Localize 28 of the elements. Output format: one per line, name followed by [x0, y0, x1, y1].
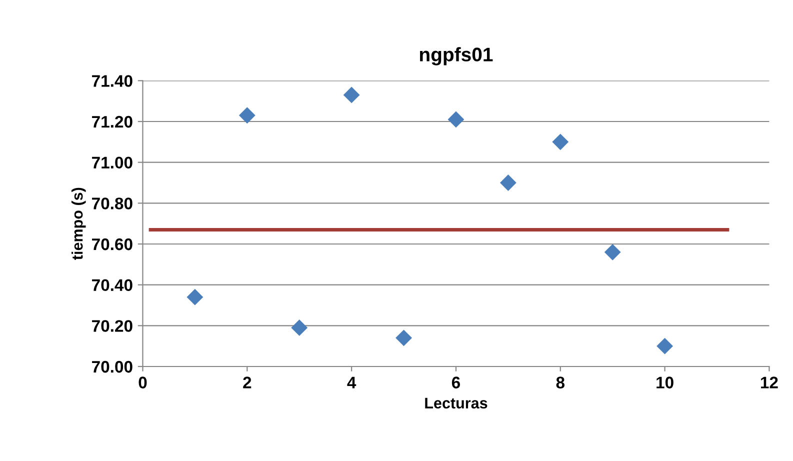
y-tick-label: 71.00: [92, 156, 132, 169]
point: [500, 174, 516, 191]
point: [238, 107, 256, 124]
y-tick-label: 70.20: [92, 320, 132, 332]
chart-title: ngpfs01: [420, 47, 493, 66]
x-tick-label: 4: [347, 376, 356, 388]
point: [291, 319, 308, 336]
x-tick-label: 0: [138, 376, 147, 388]
x-tick-label: 12: [760, 376, 778, 388]
y-tick-label: 70.00: [92, 360, 132, 373]
y-tick-label: 70.80: [92, 198, 132, 210]
y-tick-label: 70.60: [92, 238, 132, 250]
x-tick-label: 6: [452, 376, 460, 388]
point: [656, 338, 674, 354]
y-tick-label: 71.40: [92, 75, 132, 87]
x-axis-title: Lecturas: [425, 398, 488, 409]
point: [448, 111, 464, 128]
point: [552, 134, 569, 150]
y-tick-label: 71.20: [92, 116, 132, 128]
point: [604, 244, 621, 260]
x-tick-label: 2: [243, 376, 252, 388]
point: [396, 330, 412, 346]
x-tick-label: 8: [556, 376, 565, 388]
point: [186, 288, 204, 306]
y-tick-label: 70.40: [92, 279, 132, 292]
y-axis-title: tiempo (s): [72, 188, 86, 260]
point: [343, 86, 360, 104]
x-tick-label: 10: [656, 376, 674, 388]
